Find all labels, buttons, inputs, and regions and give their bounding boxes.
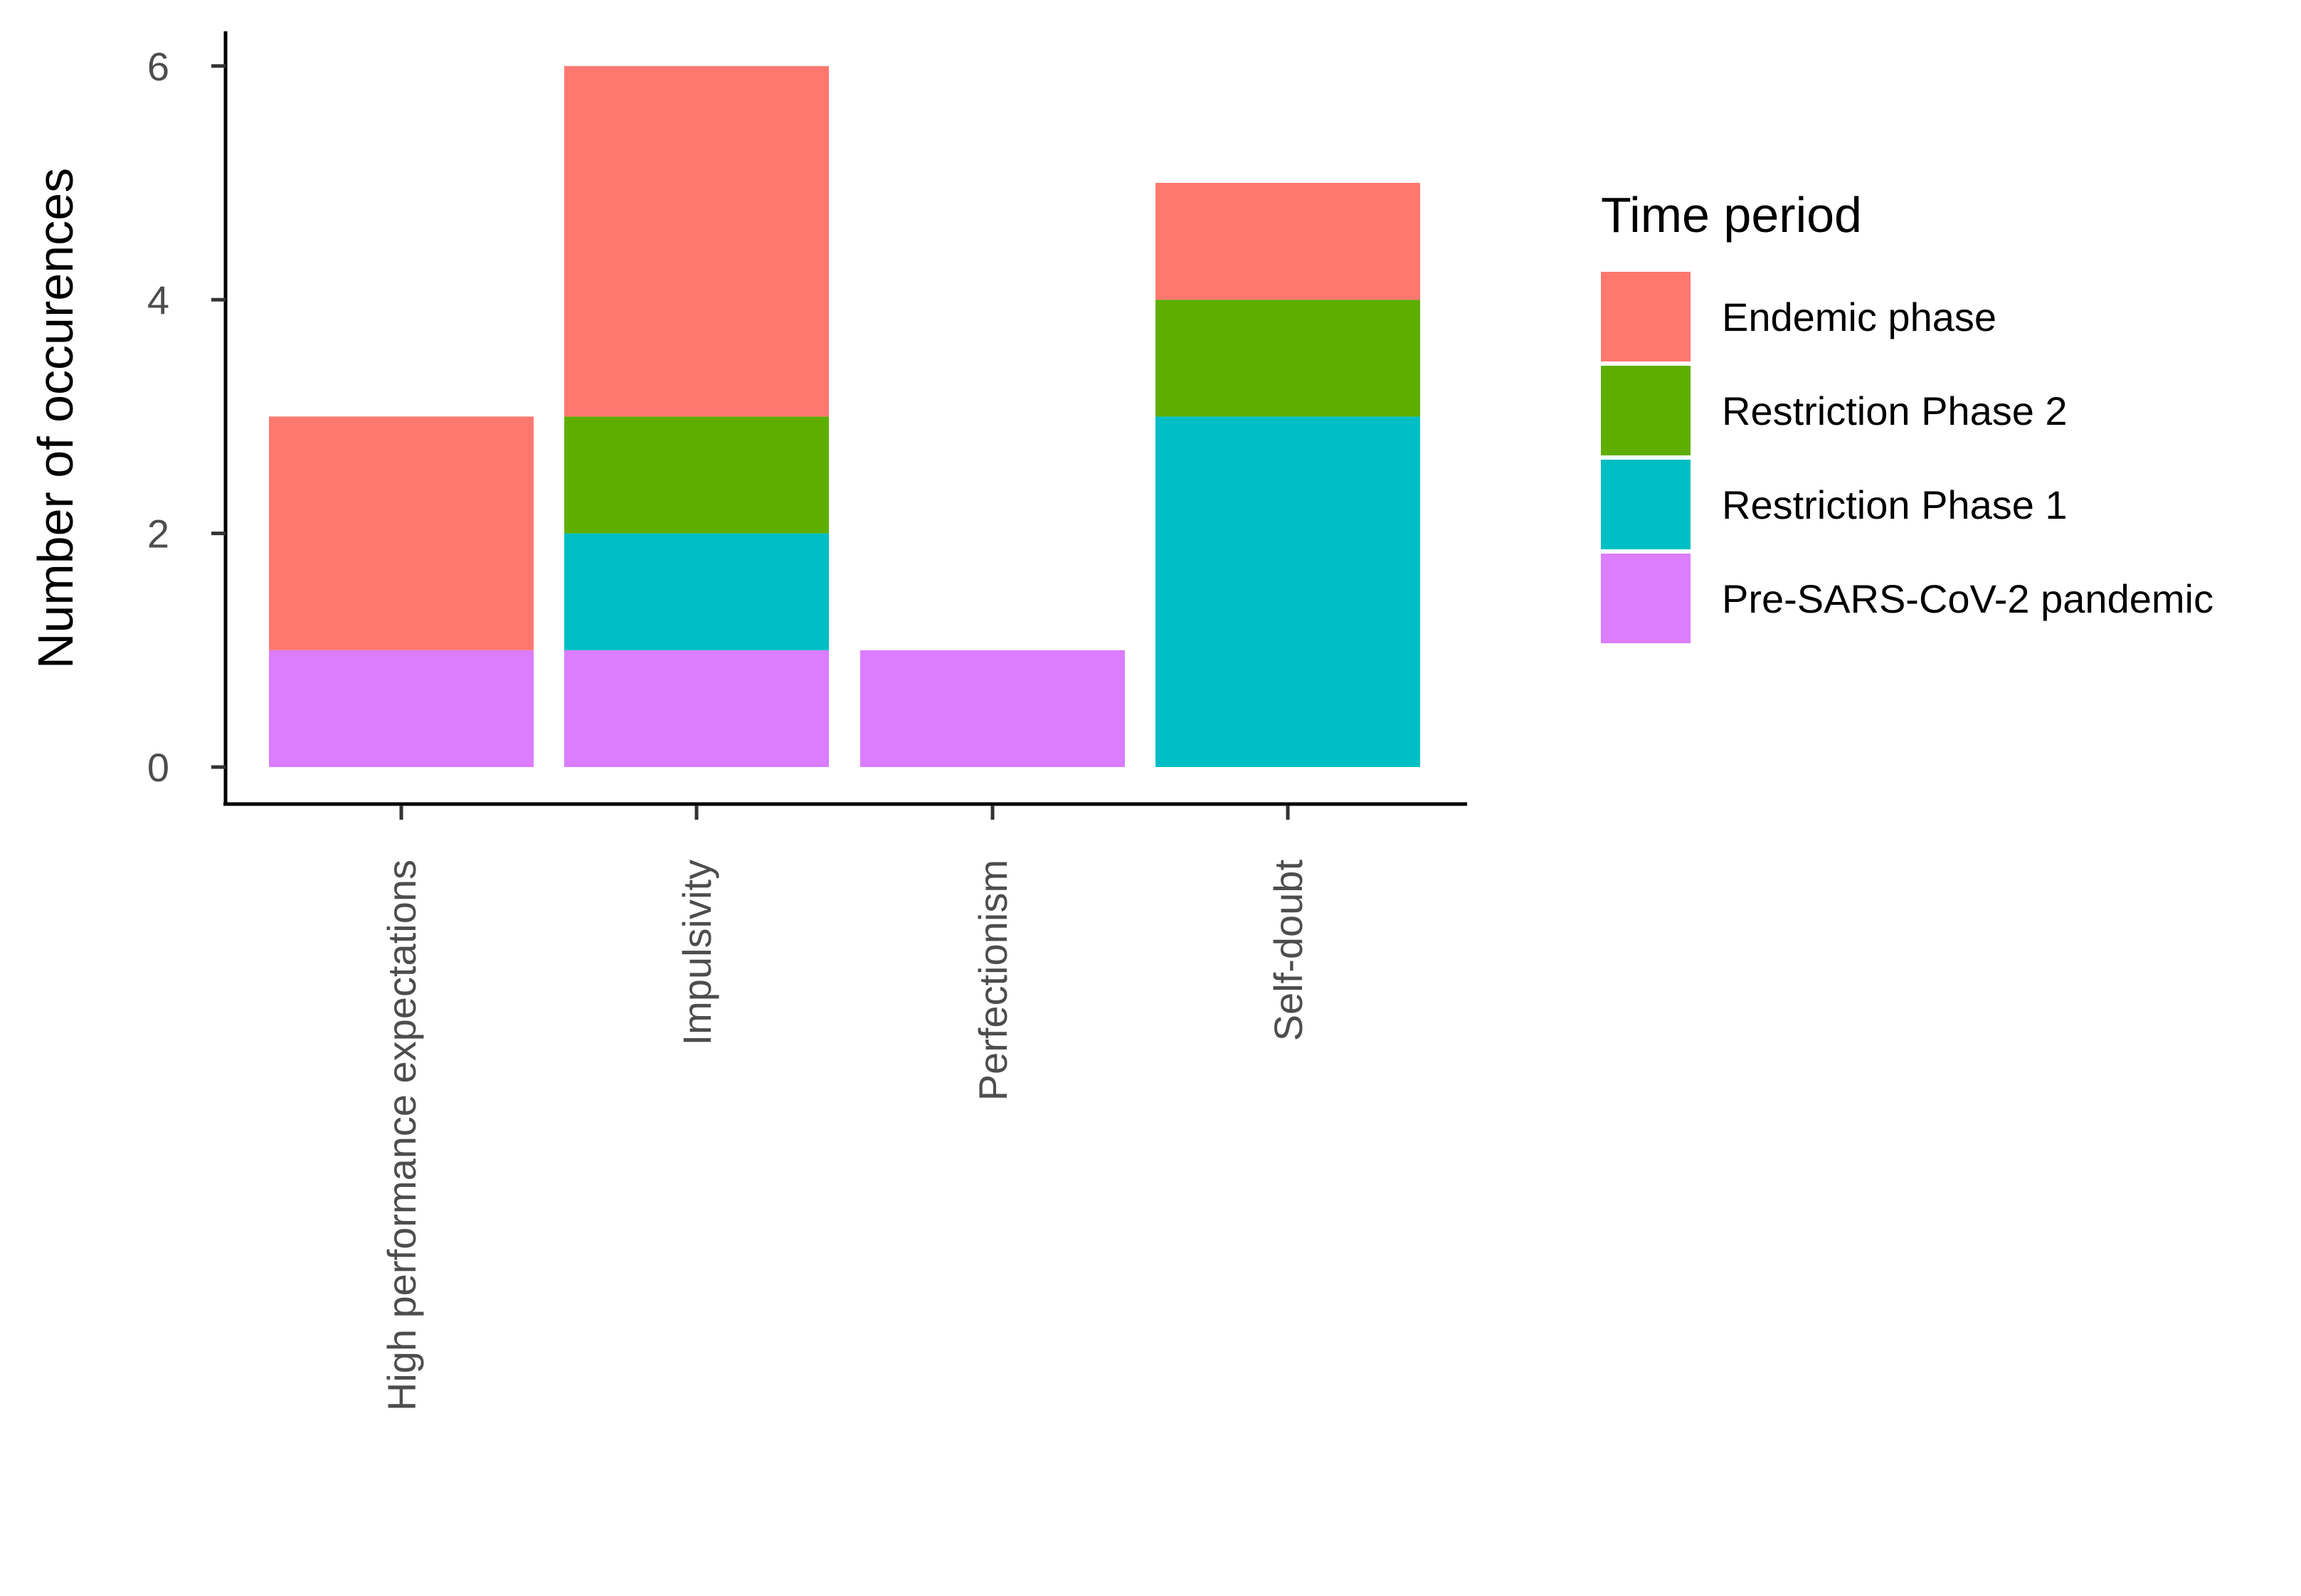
x-axis: High performance expectations Impulsivity… <box>223 802 1467 1411</box>
bar-impulsivity-restriction-phase-2 <box>564 416 829 534</box>
legend-label: Endemic phase <box>1722 295 1996 339</box>
y-axis-title: Number of occurences <box>28 168 83 669</box>
legend-label: Restriction Phase 2 <box>1722 389 2068 433</box>
legend-label: Pre-SARS-CoV-2 pandemic <box>1722 576 2213 621</box>
bar-high-performance-expectations-pre-sars-cov-2-pandemic <box>269 650 534 767</box>
legend-swatch-endemic-phase <box>1601 272 1691 361</box>
bar-self-doubt-restriction-phase-1 <box>1155 416 1420 767</box>
x-tick-label: Impulsivity <box>675 860 719 1045</box>
bar-impulsivity-endemic-phase <box>564 65 829 417</box>
y-tick-label: 6 <box>147 44 169 89</box>
x-tick-label: High performance expectations <box>379 860 424 1411</box>
legend: Time period Endemic phase Restriction Pha… <box>1601 187 2213 643</box>
bar-high-performance-expectations-endemic-phase <box>269 416 534 650</box>
legend-swatch-restriction-phase-2 <box>1601 366 1691 455</box>
bar-perfectionism-pre-sars-cov-2-pandemic <box>860 650 1125 767</box>
legend-label: Restriction Phase 1 <box>1722 482 2068 527</box>
x-tick-label: Self-doubt <box>1266 860 1311 1042</box>
bar-self-doubt-restriction-phase-2 <box>1155 300 1420 417</box>
legend-swatch-pre-sars-cov-2-pandemic <box>1601 554 1691 643</box>
y-tick-label: 2 <box>147 512 169 556</box>
y-tick-label: 4 <box>147 278 169 322</box>
bar-self-doubt-endemic-phase <box>1155 183 1420 300</box>
bar-impulsivity-pre-sars-cov-2-pandemic <box>564 650 829 767</box>
y-axis: 0 2 4 6 <box>147 31 228 805</box>
legend-swatch-restriction-phase-1 <box>1601 460 1691 549</box>
y-tick-label: 0 <box>147 745 169 790</box>
legend-title: Time period <box>1601 187 1862 243</box>
bars-group <box>269 65 1420 767</box>
x-tick-label: Perfectionism <box>970 860 1015 1101</box>
bar-impulsivity-restriction-phase-1 <box>564 533 829 650</box>
